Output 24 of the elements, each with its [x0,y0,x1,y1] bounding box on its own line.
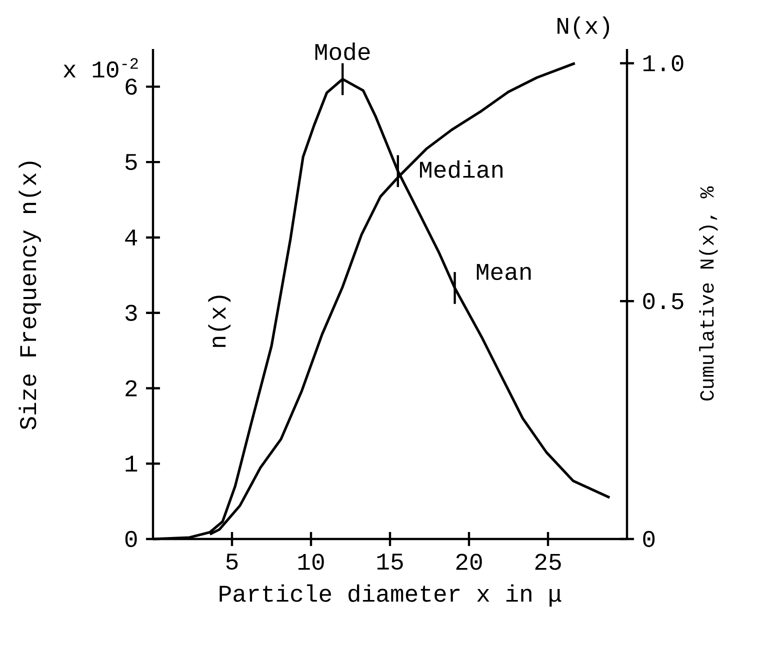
y2-tick-label: 0.5 [643,293,684,310]
x-tick-label: 10 [298,554,324,570]
y-tick-label: 3 [125,304,137,321]
y-tick-label: 6 [126,78,137,95]
y2-tick-label: 0 [643,530,655,548]
series-label: N(x) [558,16,610,39]
y-axis-title: Size Frequency n(x) [18,162,41,430]
annotation: Mode [315,42,370,60]
y-tick-label: 0 [125,530,137,548]
y-tick-label: 4 [125,230,138,246]
y-tick-label: 1 [126,456,138,472]
x-tick-label: 5 [226,554,238,570]
y-tick-label: 2 [126,380,137,396]
y-tick-label: 5 [125,154,137,170]
y2-tick-label: 1.0 [643,55,684,72]
text: x 10$^{-2}$ [64,58,138,78]
x-tick-label: 20 [456,554,482,570]
annotation: Median [420,160,503,178]
x-tick-label: 25 [535,554,561,570]
text: n(x) [208,296,231,347]
y2-axis-title: Cumulative N(x), % [699,186,718,401]
annotation: Mean [476,264,531,280]
x-axis-title: Particle diameter x in μ [220,584,562,607]
x-tick-label: 15 [377,554,403,570]
